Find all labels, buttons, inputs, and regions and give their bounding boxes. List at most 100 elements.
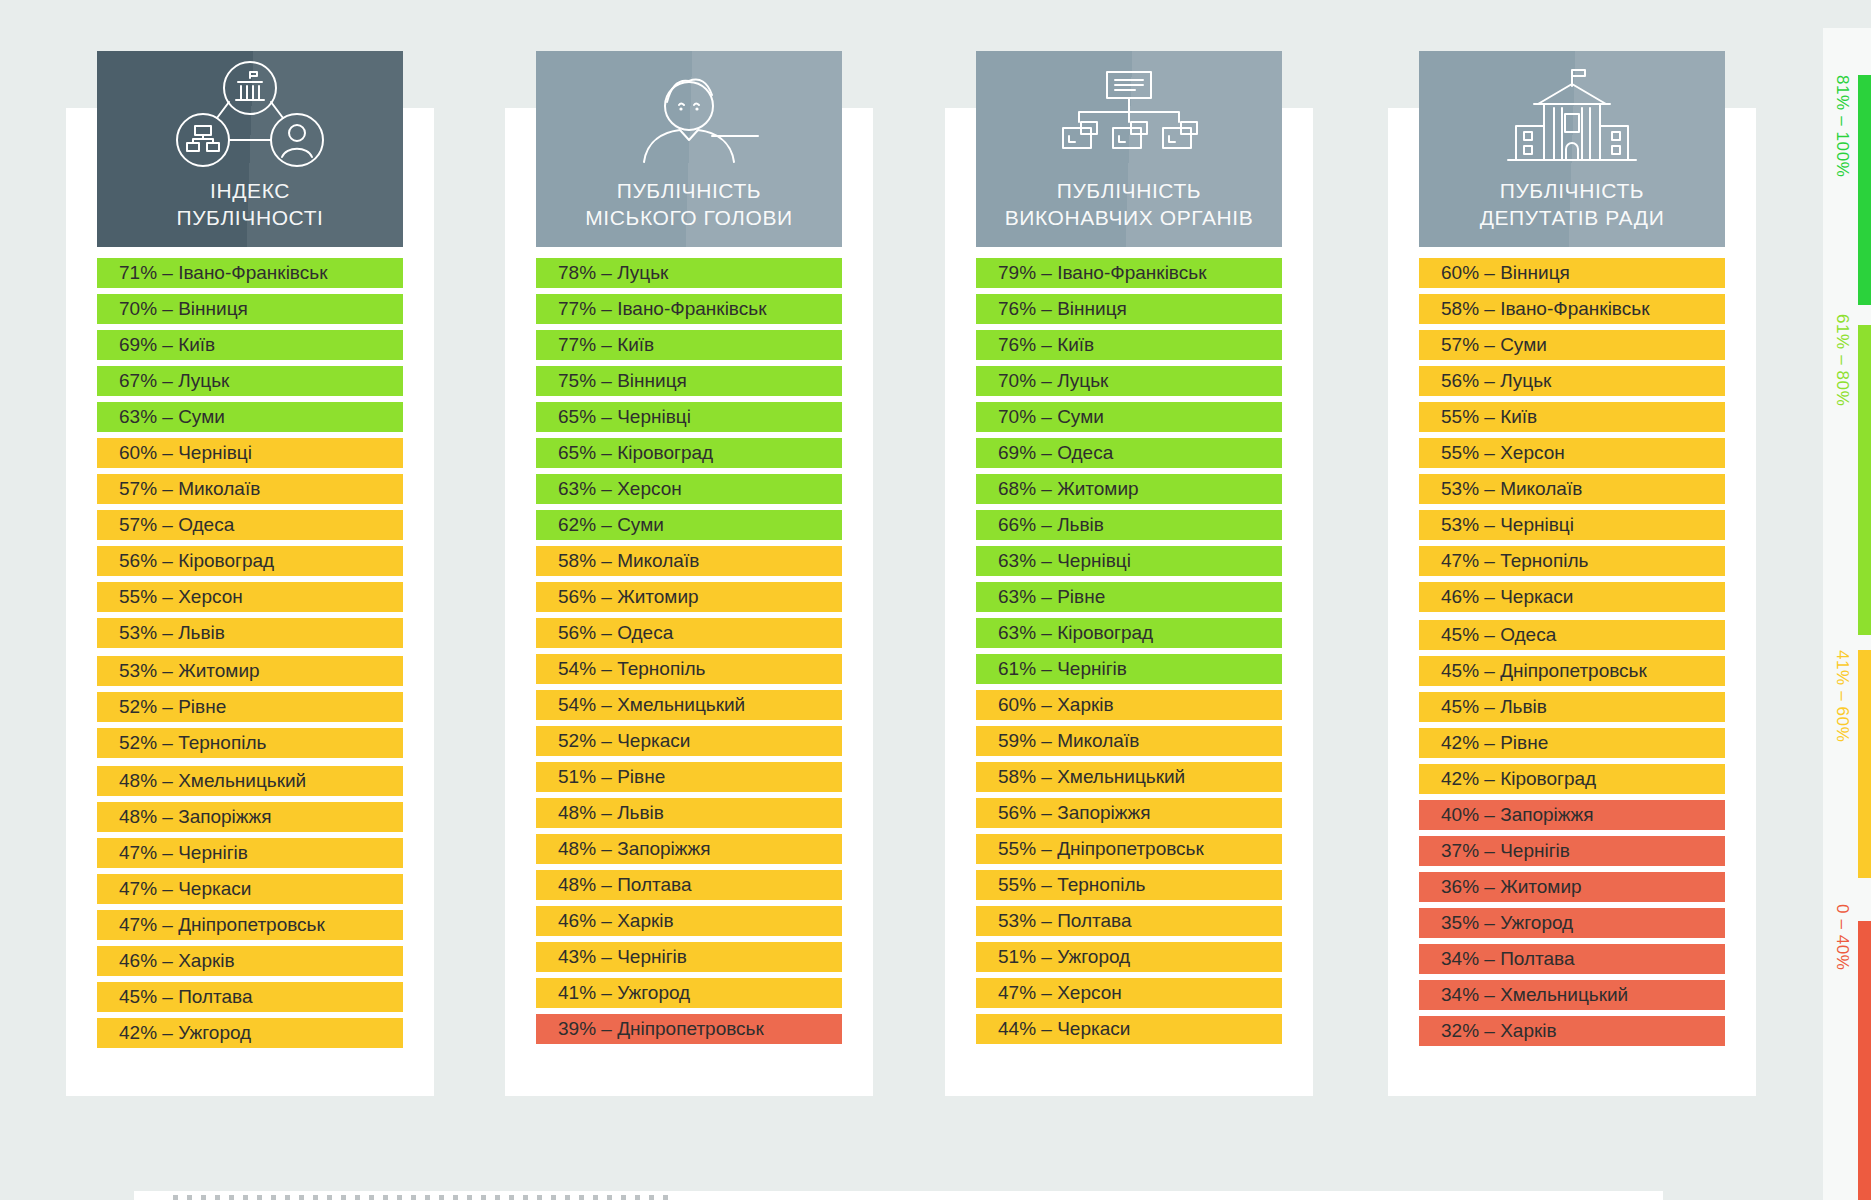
rating-bar: 51% – Рівне [536,762,842,792]
legend-label: 0 – 40% [1832,904,1852,971]
column-title: ПУБЛІЧНІСТЬ ВИКОНАВЧИХ ОРГАНІВ [1005,177,1254,232]
legend-label: 61% – 80% [1832,314,1852,406]
rating-bar: 76% – Вінниця [976,294,1282,324]
rating-bar: 53% – Миколаїв [1419,474,1725,504]
rating-bar: 55% – Київ [1419,402,1725,432]
legend-bar-green [1858,75,1871,305]
rating-bar: 63% – Суми [97,402,403,432]
rating-bar: 40% – Запоріжжя [1419,800,1725,830]
rating-bar: 77% – Київ [536,330,842,360]
rating-list-executive: 79% – Івано-Франківськ76% – Вінниця76% –… [976,258,1282,1050]
rating-bar: 42% – Кіровоград [1419,764,1725,794]
rating-bar: 45% – Дніпропетровськ [1419,656,1725,686]
publicity-index-infographic: ІНДЕКС ПУБЛІЧНОСТІ 71% – Івано-Франківсь… [0,0,1871,1200]
rating-bar: 56% – Житомир [536,582,842,612]
cropped-text-marks [173,1195,673,1200]
rating-bar: 56% – Кіровоград [97,546,403,576]
rating-bar: 46% – Харків [536,906,842,936]
rating-bar: 34% – Хмельницький [1419,980,1725,1010]
rating-bar: 47% – Дніпропетровськ [97,910,403,940]
rating-bar: 48% – Полтава [536,870,842,900]
rating-list-mayor: 78% – Луцьк77% – Івано-Франківськ77% – К… [536,258,842,1050]
rating-bar: 70% – Вінниця [97,294,403,324]
rating-bar: 43% – Чернігів [536,942,842,972]
rating-bar: 48% – Львів [536,798,842,828]
rating-bar: 65% – Кіровоград [536,438,842,468]
column-deputies-publicity: ПУБЛІЧНІСТЬ ДЕПУТАТІВ РАДИ 60% – Вінниця… [1388,0,1756,1200]
rating-list-deputies: 60% – Вінниця58% – Івано-Франківськ57% –… [1419,258,1725,1052]
rating-bar: 44% – Черкаси [976,1014,1282,1044]
column-title: ПУБЛІЧНІСТЬ ДЕПУТАТІВ РАДИ [1480,177,1665,232]
rating-list-publicity-index: 71% – Івано-Франківськ 70% – Вінниця 69% –… [97,258,403,1054]
rating-bar: 53% – Житомир [97,656,403,686]
rating-bar: 48% – Запоріжжя [536,834,842,864]
column-title: ІНДЕКС ПУБЛІЧНОСТІ [176,177,323,232]
rating-bar: 60% – Харків [976,690,1282,720]
mayor-icon [614,68,764,168]
rating-bar: 58% – Миколаїв [536,546,842,576]
column-header-publicity-index: ІНДЕКС ПУБЛІЧНОСТІ [97,51,403,247]
rating-bar: 55% – Херсон [1419,438,1725,468]
rating-bar: 52% – Черкаси [536,726,842,756]
rating-bar: 45% – Полтава [97,982,403,1012]
rating-bar: 70% – Суми [976,402,1282,432]
rating-bar: 55% – Тернопіль [976,870,1282,900]
rating-bar: 54% – Тернопіль [536,654,842,684]
rating-bar: 47% – Херсон [976,978,1282,1008]
rating-bar: 63% – Чернівці [976,546,1282,576]
rating-bar: 46% – Черкаси [1419,582,1725,612]
rating-bar: 75% – Вінниця [536,366,842,396]
column-header-executive: ПУБЛІЧНІСТЬ ВИКОНАВЧИХ ОРГАНІВ [976,51,1282,247]
rating-bar: 59% – Миколаїв [976,726,1282,756]
rating-bar: 55% – Херсон [97,582,403,612]
rating-bar: 32% – Харків [1419,1016,1725,1046]
legend-bar-red [1858,921,1871,1200]
rating-bar: 53% – Полтава [976,906,1282,936]
rating-bar: 51% – Ужгород [976,942,1282,972]
rating-bar: 71% – Івано-Франківськ [97,258,403,288]
rating-bar: 57% – Миколаїв [97,474,403,504]
rating-bar: 60% – Чернівці [97,438,403,468]
rating-bar: 42% – Рівне [1419,728,1725,758]
rating-bar: 37% – Чернігів [1419,836,1725,866]
rating-bar: 41% – Ужгород [536,978,842,1008]
rating-bar: 76% – Київ [976,330,1282,360]
rating-bar: 45% – Львів [1419,692,1725,722]
column-executive-publicity: ПУБЛІЧНІСТЬ ВИКОНАВЧИХ ОРГАНІВ 79% – Іва… [945,0,1313,1200]
cropped-caption-strip [134,1191,1663,1200]
council-building-icon [1492,64,1652,168]
rating-bar: 61% – Чернігів [976,654,1282,684]
rating-bar: 56% – Запоріжжя [976,798,1282,828]
rating-bar: 53% – Чернівці [1419,510,1725,540]
rating-bar: 52% – Тернопіль [97,728,403,758]
rating-bar: 42% – Ужгород [97,1018,403,1048]
column-publicity-index: ІНДЕКС ПУБЛІЧНОСТІ 71% – Івано-Франківсь… [66,0,434,1200]
rating-bar: 36% – Житомир [1419,872,1725,902]
rating-bar: 60% – Вінниця [1419,258,1725,288]
rating-bar: 68% – Житомир [976,474,1282,504]
column-header-mayor: ПУБЛІЧНІСТЬ МІСЬКОГО ГОЛОВИ [536,51,842,247]
rating-bar: 58% – Івано-Франківськ [1419,294,1725,324]
rating-bar: 46% – Харків [97,946,403,976]
column-header-deputies: ПУБЛІЧНІСТЬ ДЕПУТАТІВ РАДИ [1419,51,1725,247]
rating-bar: 54% – Хмельницький [536,690,842,720]
rating-bar: 35% – Ужгород [1419,908,1725,938]
legend-bar-lightgreen [1858,325,1871,635]
rating-bar: 69% – Київ [97,330,403,360]
legend-label: 41% – 60% [1832,650,1852,742]
rating-bar: 39% – Дніпропетровськ [536,1014,842,1044]
rating-bar: 58% – Хмельницький [976,762,1282,792]
rating-bar: 56% – Луцьк [1419,366,1725,396]
rating-bar: 52% – Рівне [97,692,403,722]
rating-bar: 66% – Львів [976,510,1282,540]
rating-bar: 78% – Луцьк [536,258,842,288]
column-title: ПУБЛІЧНІСТЬ МІСЬКОГО ГОЛОВИ [585,177,792,232]
rating-bar: 63% – Кіровоград [976,618,1282,648]
rating-bar: 48% – Хмельницький [97,766,403,796]
legend-color-scale: 81% – 100% 61% – 80% 41% – 60% 0 – 40% [1823,28,1871,1200]
rating-bar: 62% – Суми [536,510,842,540]
rating-bar: 55% – Дніпропетровськ [976,834,1282,864]
legend-label: 81% – 100% [1832,75,1852,177]
rating-bar: 56% – Одеса [536,618,842,648]
rating-bar: 70% – Луцьк [976,366,1282,396]
